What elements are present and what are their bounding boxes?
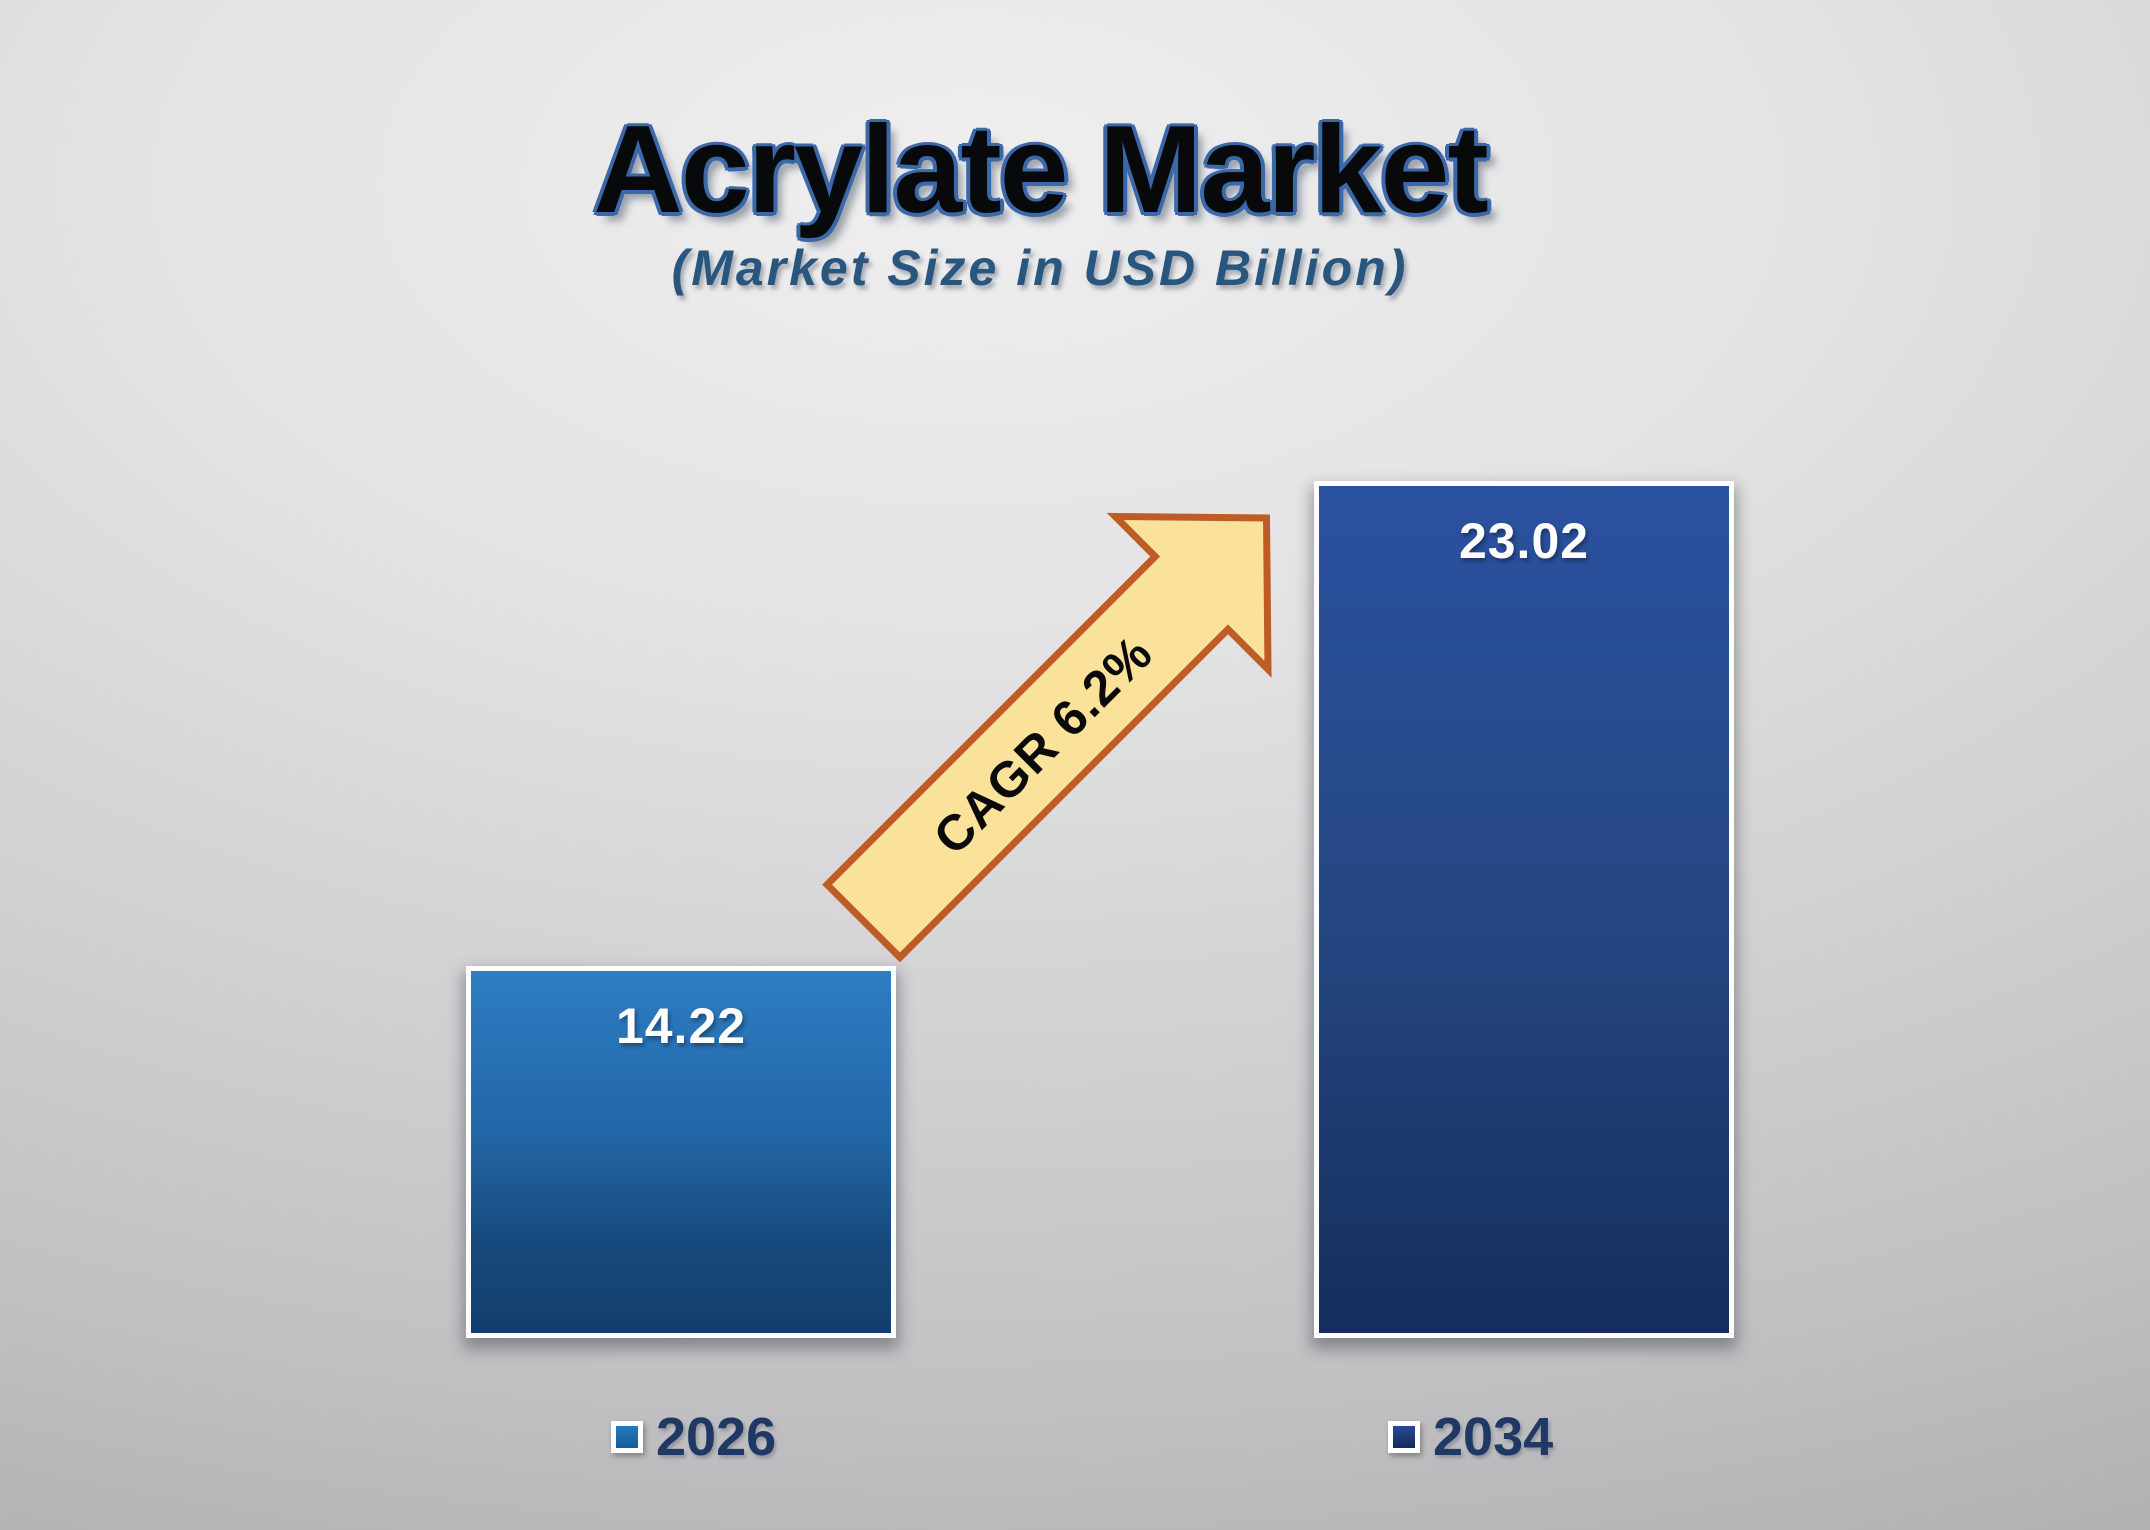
legend-item-2026: 2026 — [611, 1410, 776, 1464]
legend-marker-2026-icon — [611, 1421, 643, 1453]
legend-marker-2034-icon — [1388, 1421, 1420, 1453]
legend-item-2034: 2034 — [1388, 1410, 1553, 1464]
bar-2026-value-label: 14.22 — [615, 998, 747, 1054]
legend-label-2034: 2034 — [1433, 1407, 1554, 1467]
bar-2026: 14.22 — [466, 966, 896, 1338]
growth-arrow-icon — [822, 512, 1272, 963]
cagr-annotation: CAGR 6.2% — [923, 625, 1163, 865]
bar-2034: 23.02 — [1314, 481, 1734, 1338]
bar-2034-value-label: 23.02 — [1458, 513, 1590, 569]
chart-title: Acrylate Market — [593, 101, 1489, 239]
chart-subtitle: (Market Size in USD Billion) — [671, 240, 1409, 296]
legend-label-2026: 2026 — [656, 1407, 777, 1467]
